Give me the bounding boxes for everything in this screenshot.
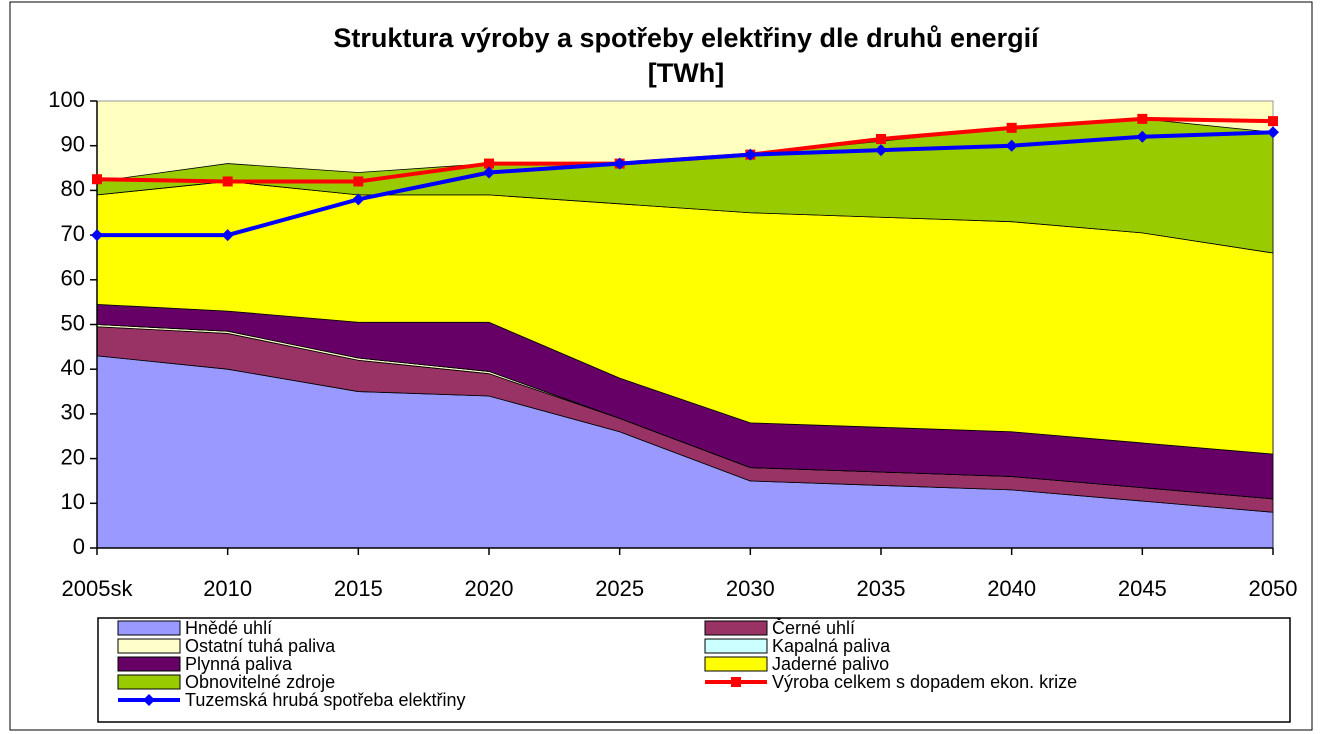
chart-title: Struktura výroby a spotřeby elektřiny dl… <box>333 23 1040 53</box>
legend-swatch <box>117 656 181 672</box>
marker <box>353 176 364 187</box>
x-tick-label: 2010 <box>203 576 252 601</box>
marker <box>222 176 233 187</box>
x-tick-label: 2045 <box>1118 576 1167 601</box>
marker <box>352 193 365 206</box>
legend-swatch <box>117 620 181 636</box>
legend-label: Obnovitelné zdroje <box>185 672 335 692</box>
y-tick-label: 70 <box>61 221 85 246</box>
legend-swatch <box>704 638 768 654</box>
legend-label: Jaderné palivo <box>772 654 889 674</box>
marker <box>1268 116 1278 127</box>
y-tick-label: 30 <box>61 400 85 425</box>
line <box>97 130 1274 238</box>
chart-subtitle: [TWh] <box>648 58 724 88</box>
marker <box>221 229 234 242</box>
marker <box>744 148 757 161</box>
marker <box>1136 130 1149 143</box>
x-tick-label: 2025 <box>595 576 644 601</box>
marker <box>91 229 103 242</box>
marker <box>1005 139 1018 152</box>
y-tick-label: 100 <box>48 87 85 112</box>
x-tick-label: 2015 <box>334 576 383 601</box>
y-tick-label: 50 <box>61 310 85 335</box>
legend-swatch <box>704 620 768 636</box>
x-tick-label: 2020 <box>465 576 514 601</box>
legend-label: Plynná paliva <box>185 654 293 674</box>
x-tick-label: 2050 <box>1249 576 1298 601</box>
legend-label: Ostatní tuhá paliva <box>185 636 336 656</box>
marker <box>875 144 887 157</box>
marker <box>1137 113 1148 124</box>
y-tick-label: 20 <box>61 444 85 469</box>
x-tick-label: 2040 <box>987 576 1036 601</box>
y-tick-label: 0 <box>73 534 85 559</box>
x-tick-label: 2035 <box>857 576 906 601</box>
legend-swatch <box>117 674 181 690</box>
marker <box>1267 126 1279 139</box>
x-tick-label: 2030 <box>726 576 775 601</box>
legend-label: Tuzemská hrubá spotřeba elektřiny <box>185 690 465 710</box>
x-tick-label: 2005sk <box>62 576 134 601</box>
marker <box>1006 122 1017 133</box>
marker <box>876 133 886 144</box>
legend-label: Hnědé uhlí <box>185 618 272 638</box>
y-tick-label: 80 <box>61 176 85 201</box>
legend-box <box>97 617 1291 723</box>
marker <box>483 166 495 179</box>
legend-marker <box>143 694 155 706</box>
legend-label: Výroba celkem s dopadem ekon. krize <box>772 672 1077 692</box>
legend-swatch <box>704 656 768 672</box>
legend-swatch <box>117 638 181 654</box>
y-tick-label: 60 <box>61 266 85 291</box>
y-tick-label: 10 <box>61 489 85 514</box>
y-tick-label: 40 <box>61 355 85 380</box>
marker <box>613 157 626 170</box>
marker <box>484 158 494 169</box>
legend-label: Černé uhlí <box>772 617 855 638</box>
y-tick-label: 90 <box>61 132 85 157</box>
legend-label: Kapalná paliva <box>772 636 891 656</box>
marker <box>92 174 102 185</box>
legend-marker <box>731 677 741 687</box>
